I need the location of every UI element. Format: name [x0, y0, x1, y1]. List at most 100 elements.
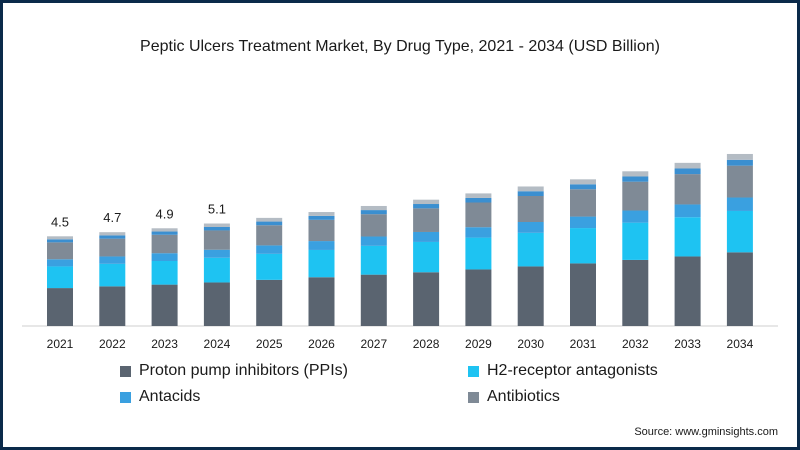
bar-segment	[203, 249, 230, 258]
legend-swatch	[468, 391, 479, 403]
legend-item-ppis: Proton pump inhibitors (PPIs)	[120, 362, 348, 380]
bar-segment	[308, 277, 335, 326]
bar-segment	[570, 189, 596, 217]
bar-segment	[256, 217, 283, 222]
bar-segment	[517, 222, 544, 233]
bar-segment	[256, 245, 283, 254]
bars-group	[47, 153, 753, 326]
total-value-label: 4.7	[103, 210, 121, 225]
legend-swatch	[120, 365, 131, 377]
bar-segment	[47, 239, 73, 243]
bar-segment	[465, 237, 492, 270]
bar-segment	[151, 231, 178, 235]
legend-item-antibiotics: Antibiotics	[468, 388, 560, 406]
bar-segment	[726, 252, 753, 326]
x-tick-label: 2028	[413, 337, 440, 351]
bar-segment	[360, 214, 387, 237]
bar-segment	[622, 222, 649, 260]
bar-segment	[151, 261, 178, 285]
bar-segment	[47, 242, 73, 260]
bar-segment	[47, 259, 73, 267]
labels-group: 2021 4.5 2022 4.7 2023 4.9 2024 5.1 2025 2026 2027…	[47, 202, 754, 351]
bar-segment	[413, 231, 440, 242]
bar-segment	[413, 208, 440, 232]
bar-segment	[465, 193, 492, 198]
source-note: Source: www.gminsights.com	[634, 426, 778, 438]
x-tick-label: 2024	[204, 337, 231, 351]
legend-swatch	[468, 365, 479, 377]
bar-segment	[151, 284, 178, 326]
bar-segment	[674, 204, 701, 218]
bar-segment	[413, 204, 440, 209]
total-value-label: 4.5	[51, 214, 69, 229]
legend-swatch	[120, 391, 131, 403]
x-tick-label: 2034	[727, 337, 754, 351]
bar-segment	[256, 279, 283, 326]
bar-segment	[308, 215, 335, 220]
bar-segment	[517, 196, 544, 222]
legend-label: Proton pump inhibitors (PPIs)	[139, 362, 348, 379]
bar-segment	[99, 238, 126, 257]
bar-segment	[99, 232, 126, 236]
bar-segment	[622, 210, 649, 223]
bar-segment	[465, 197, 492, 203]
bar-segment	[413, 272, 440, 326]
bar-segment	[674, 174, 701, 205]
bar-segment	[726, 165, 753, 198]
legend: Proton pump inhibitors (PPIs) H2-recepto…	[120, 362, 720, 414]
total-value-label: 4.9	[156, 206, 174, 221]
bar-segment	[726, 210, 753, 253]
bar-segment	[203, 257, 230, 283]
x-tick-label: 2027	[360, 337, 387, 351]
bar-segment	[517, 186, 544, 192]
chart-title: Peptic Ulcers Treatment Market, By Drug …	[140, 38, 660, 55]
legend-label: H2-receptor antagonists	[487, 362, 658, 379]
bar-segment	[726, 153, 753, 160]
bar-segment	[308, 249, 335, 278]
bar-segment	[203, 223, 230, 227]
legend-item-antacids: Antacids	[120, 388, 200, 406]
bar-segment	[674, 217, 701, 257]
x-tick-label: 2031	[570, 337, 597, 351]
bar-segment	[99, 286, 126, 326]
x-tick-label: 2022	[99, 337, 126, 351]
bar-segment	[47, 236, 73, 240]
bar-segment	[674, 256, 701, 326]
bar-segment	[465, 227, 492, 238]
bar-segment	[622, 176, 649, 182]
bar-segment	[726, 197, 753, 211]
bar-segment	[360, 274, 387, 326]
bar-segment	[465, 269, 492, 326]
bar-segment	[203, 282, 230, 326]
bar-segment	[622, 181, 649, 211]
bar-segment	[517, 232, 544, 267]
total-value-label: 5.1	[208, 202, 226, 217]
bar-segment	[151, 253, 178, 261]
x-tick-label: 2023	[151, 337, 178, 351]
bar-segment	[256, 225, 283, 246]
bar-segment	[256, 253, 283, 280]
x-tick-label: 2021	[47, 337, 74, 351]
bar-segment	[99, 235, 126, 239]
bar-segment	[570, 179, 596, 185]
bar-segment	[203, 230, 230, 250]
bar-segment	[726, 159, 753, 166]
bar-segment	[413, 199, 440, 205]
bar-segment	[674, 162, 701, 169]
bar-segment	[99, 256, 126, 264]
bar-segment	[413, 241, 440, 273]
bar-segment	[256, 221, 283, 226]
bar-segment	[360, 205, 387, 211]
x-tick-label: 2032	[622, 337, 649, 351]
x-tick-label: 2033	[674, 337, 701, 351]
x-tick-label: 2026	[308, 337, 335, 351]
legend-label: Antibiotics	[487, 388, 560, 405]
bar-segment	[570, 216, 596, 229]
bar-segment	[151, 234, 178, 254]
bar-segment	[360, 210, 387, 215]
bar-segment	[308, 212, 335, 216]
bar-segment	[360, 236, 387, 246]
x-tick-label: 2030	[517, 337, 544, 351]
bar-segment	[622, 259, 649, 326]
